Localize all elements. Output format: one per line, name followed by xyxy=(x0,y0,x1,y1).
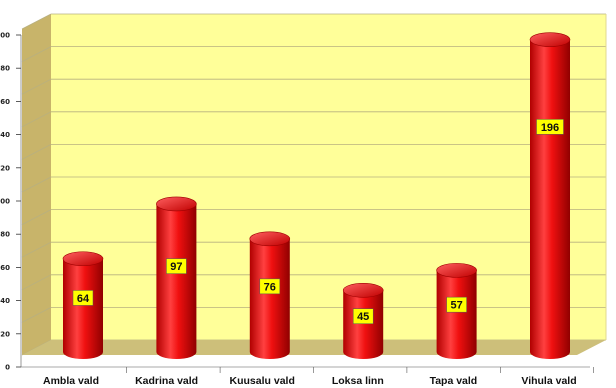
bar-cap xyxy=(436,263,477,278)
data-label: 97 xyxy=(170,261,182,273)
y-tick-label: 160 xyxy=(0,98,10,106)
y-tick-label: 40 xyxy=(0,297,10,305)
bar: 76 xyxy=(249,231,291,359)
y-tick-label: 180 xyxy=(0,65,10,73)
y-tick-label: 20 xyxy=(0,330,10,338)
data-label: 57 xyxy=(450,300,462,312)
y-tick-label: 200 xyxy=(0,32,10,40)
y-tick-label: 120 xyxy=(0,164,10,172)
y-tick-label: 140 xyxy=(0,131,10,139)
y-tick-label: 80 xyxy=(0,231,10,239)
grid-line-side xyxy=(21,78,52,95)
grid-line-side xyxy=(21,307,52,323)
x-tick-label: Tapa vald xyxy=(430,375,478,387)
bar-body xyxy=(63,258,103,359)
y-tick-label: 100 xyxy=(0,198,10,206)
bar-body xyxy=(249,238,290,359)
grid-line-side xyxy=(21,144,52,160)
grid-line-side xyxy=(21,209,52,225)
bar: 45 xyxy=(342,282,384,360)
data-label: 196 xyxy=(541,122,559,134)
grid-line-side xyxy=(21,241,52,258)
bar-cap xyxy=(342,282,384,298)
data-label-box xyxy=(259,278,281,295)
data-label: 76 xyxy=(264,281,276,293)
data-label: 64 xyxy=(77,293,90,305)
category-labels: Ambla vald Kadrina vald Kuusalu vald Loksa … xyxy=(21,366,595,387)
data-label-box xyxy=(446,296,467,313)
bar-cap xyxy=(156,196,197,212)
bar-body xyxy=(530,39,570,359)
x-tick-label: Kadrina vald xyxy=(135,375,198,387)
bar: 57 xyxy=(436,263,477,360)
data-label-box xyxy=(352,308,374,324)
bar: 97 xyxy=(156,196,197,360)
bar-cap xyxy=(529,32,571,47)
bar: 196 xyxy=(529,32,571,359)
data-label-box xyxy=(72,290,94,306)
y-tick-label: 0 xyxy=(5,364,10,372)
data-label-box xyxy=(536,119,564,135)
grid-line-side xyxy=(21,111,52,128)
floor xyxy=(22,340,606,355)
x-tick-label: Kuusalu vald xyxy=(230,375,295,387)
bar: 64 xyxy=(62,251,104,359)
bar-body xyxy=(436,270,477,360)
grid-line-side xyxy=(21,46,52,62)
bar-cap xyxy=(249,231,291,247)
x-tick-label: Loksa linn xyxy=(332,375,384,387)
x-tick-label: Ambla vald xyxy=(43,375,99,387)
bar-cap xyxy=(62,251,104,267)
data-label: 45 xyxy=(357,311,369,323)
y-axis-ticks: 0 20 40 60 80 100 120 140 160 180 200 xyxy=(0,32,22,372)
x-tick-label: Vihula vald xyxy=(521,375,576,387)
y-tick-label: 60 xyxy=(0,264,10,272)
bar-body xyxy=(156,203,197,360)
bar-body xyxy=(343,290,384,360)
data-label-box xyxy=(166,258,187,274)
grid-line-side xyxy=(21,274,52,291)
grid-line-side xyxy=(21,13,52,30)
bars: 64 97 76 45 57 196 xyxy=(62,32,571,360)
grid-line-side xyxy=(21,176,52,193)
